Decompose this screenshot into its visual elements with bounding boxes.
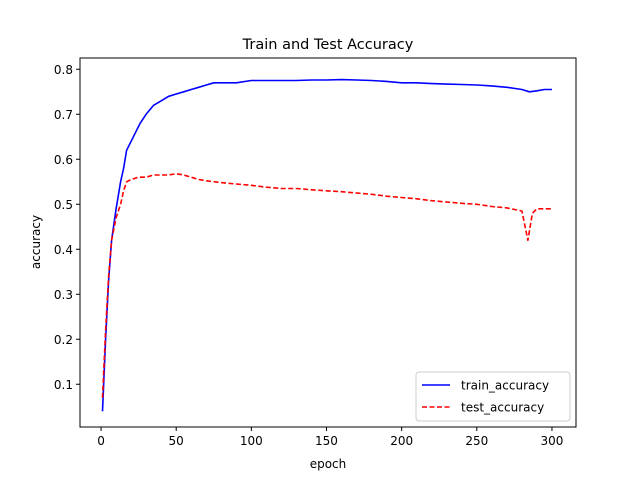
legend: train_accuracy test_accuracy (415, 371, 571, 422)
y-tick-label: 0.3 (54, 288, 73, 302)
series-line-test_accuracy (101, 172, 552, 398)
y-axis: 0.1 0.2 0.3 0.4 0.5 0.6 0.7 0.8 (54, 63, 80, 392)
y-tick-label: 0.1 (54, 378, 73, 392)
series-layer (101, 78, 552, 412)
x-axis: 0 50 100 150 200 250 300 (97, 427, 563, 448)
legend-label-test: test_accuracy (461, 401, 544, 415)
x-tick-label: 50 (169, 434, 184, 448)
chart-title: Train and Test Accuracy (242, 37, 414, 53)
x-tick-label: 300 (540, 434, 563, 448)
x-axis-label: epoch (310, 457, 347, 471)
plot-frame (79, 57, 577, 428)
x-tick-label: 200 (390, 434, 413, 448)
legend-box (415, 371, 571, 422)
y-tick-label: 0.7 (54, 108, 73, 122)
y-tick-label: 0.5 (54, 198, 73, 212)
y-tick-label: 0.4 (54, 243, 73, 257)
x-tick-label: 250 (465, 434, 488, 448)
series-line-train_accuracy (101, 78, 552, 412)
y-tick-label: 0.8 (54, 63, 73, 77)
y-tick-label: 0.2 (54, 333, 73, 347)
y-axis-label: accuracy (29, 215, 43, 269)
y-tick-label: 0.6 (54, 153, 73, 167)
x-tick-label: 150 (315, 434, 338, 448)
legend-label-train: train_accuracy (461, 379, 549, 393)
x-tick-label: 100 (240, 434, 263, 448)
x-tick-label: 0 (97, 434, 105, 448)
